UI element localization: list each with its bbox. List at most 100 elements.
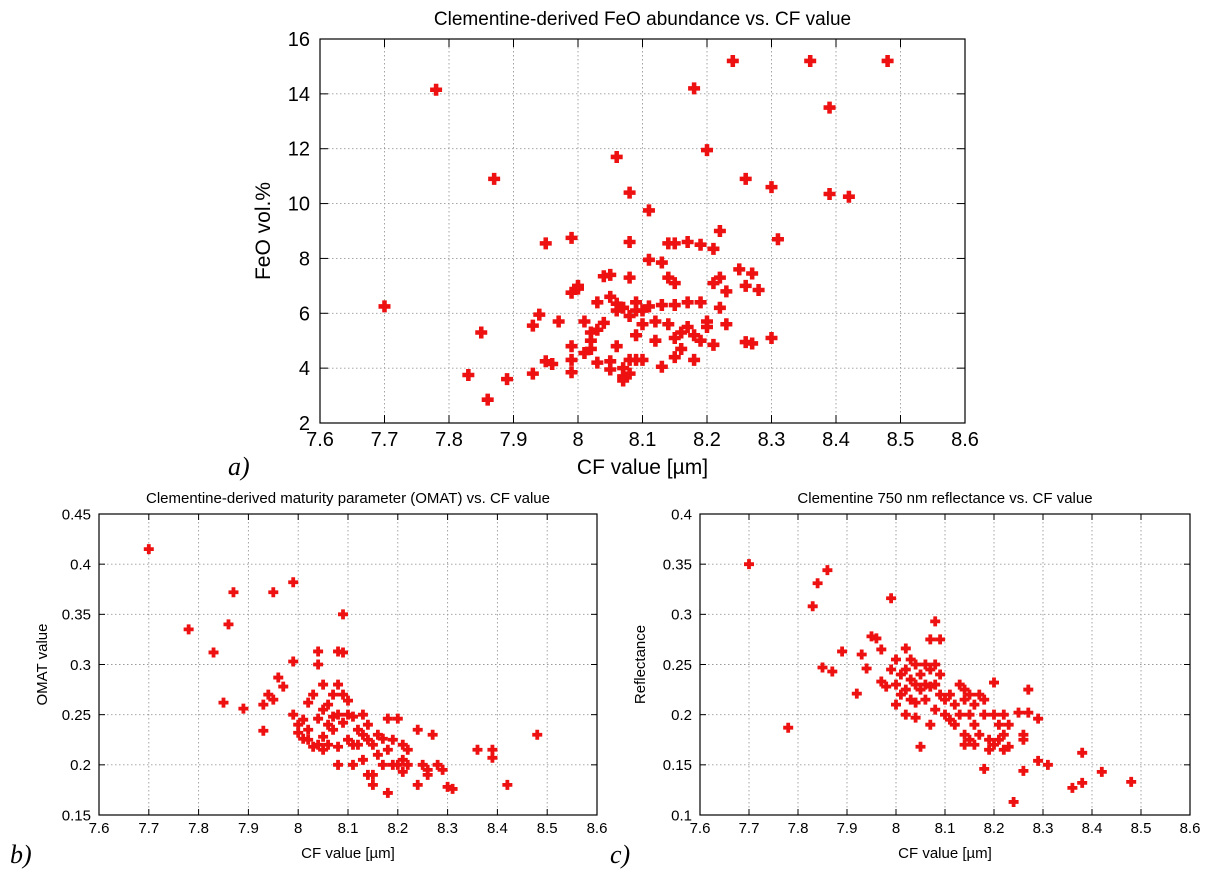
y-tick-label: 2 bbox=[299, 413, 310, 435]
x-tick-label: 7.7 bbox=[138, 820, 159, 837]
data-point bbox=[584, 326, 597, 339]
data-point bbox=[143, 544, 154, 555]
data-point bbox=[1018, 734, 1029, 745]
data-point bbox=[278, 681, 289, 692]
data-point bbox=[1077, 747, 1088, 758]
x-tick-label: 8.4 bbox=[822, 429, 850, 451]
data-point bbox=[1033, 713, 1044, 724]
data-point bbox=[293, 727, 304, 738]
data-point bbox=[357, 729, 368, 740]
data-point bbox=[422, 769, 433, 780]
data-point bbox=[526, 319, 539, 332]
data-point bbox=[694, 238, 707, 251]
data-point bbox=[263, 689, 274, 700]
data-point bbox=[288, 656, 299, 667]
data-point bbox=[338, 717, 349, 728]
x-tick-label: 8.4 bbox=[487, 820, 508, 837]
data-point bbox=[675, 326, 688, 339]
data-point bbox=[920, 694, 931, 705]
data-point bbox=[940, 709, 950, 720]
data-point bbox=[313, 646, 324, 657]
x-tick-label: 7.7 bbox=[739, 820, 760, 837]
data-point bbox=[984, 744, 995, 755]
data-point bbox=[308, 741, 319, 752]
data-point bbox=[668, 299, 681, 312]
data-point bbox=[915, 741, 926, 752]
y-tick-label: 0.2 bbox=[70, 757, 91, 774]
data-point bbox=[293, 719, 304, 730]
x-tick-label: 7.8 bbox=[788, 820, 809, 837]
data-point bbox=[604, 355, 617, 368]
data-point bbox=[989, 709, 999, 720]
data-point bbox=[432, 759, 443, 770]
data-point bbox=[1033, 755, 1044, 766]
data-point bbox=[1023, 684, 1034, 695]
data-point bbox=[925, 681, 936, 692]
data-point bbox=[630, 296, 643, 309]
data-point bbox=[900, 664, 911, 675]
y-tick-label: 0.25 bbox=[663, 657, 692, 674]
data-point bbox=[362, 719, 373, 730]
data-point bbox=[807, 601, 818, 612]
data-point bbox=[565, 353, 578, 366]
data-point bbox=[352, 739, 363, 750]
x-tick-label: 8.2 bbox=[387, 820, 408, 837]
data-point bbox=[662, 237, 675, 250]
data-point bbox=[591, 323, 604, 336]
panel-label-c: c) bbox=[610, 840, 631, 869]
data-point bbox=[412, 779, 423, 790]
data-point bbox=[402, 744, 413, 755]
x-tick-label: 8.1 bbox=[629, 429, 657, 451]
data-point bbox=[655, 360, 668, 373]
x-tick-label: 8.2 bbox=[693, 429, 721, 451]
data-point bbox=[746, 337, 759, 350]
data-point bbox=[984, 734, 995, 745]
data-point bbox=[1023, 707, 1034, 718]
data-point bbox=[930, 679, 941, 690]
data-point bbox=[935, 689, 946, 700]
x-tick-label: 8.6 bbox=[587, 820, 608, 837]
data-point bbox=[268, 587, 279, 598]
data-point bbox=[502, 779, 513, 790]
data-point bbox=[969, 739, 980, 750]
data-point bbox=[343, 695, 353, 706]
x-tick-label: 7.8 bbox=[435, 429, 463, 451]
data-point bbox=[313, 659, 324, 670]
data-point bbox=[572, 279, 584, 292]
data-point bbox=[655, 256, 668, 269]
data-point bbox=[733, 263, 746, 276]
data-point bbox=[323, 719, 334, 730]
x-tick-label: 7.9 bbox=[837, 820, 858, 837]
data-point bbox=[533, 308, 546, 321]
data-point bbox=[876, 676, 887, 687]
data-point bbox=[649, 315, 662, 328]
data-point bbox=[382, 787, 393, 798]
data-point bbox=[462, 369, 475, 381]
data-point bbox=[338, 609, 349, 620]
data-point bbox=[681, 235, 694, 248]
x-axis-label: CF value [µm] bbox=[577, 456, 708, 479]
data-point bbox=[925, 719, 936, 730]
data-point bbox=[623, 235, 636, 248]
data-point bbox=[910, 659, 921, 670]
chart-panel-0: 7.6 7.7 7.8 7.9 8 8.1 8.2 8.3 8.4 8.5 8.6 2 4 6 8 10 12 1… bbox=[252, 9, 979, 479]
data-point bbox=[183, 624, 194, 635]
data-point bbox=[288, 577, 299, 588]
data-point bbox=[378, 300, 391, 313]
data-point bbox=[630, 304, 643, 317]
data-point bbox=[347, 711, 358, 722]
data-point bbox=[771, 233, 784, 246]
data-point bbox=[817, 662, 828, 673]
data-point bbox=[623, 271, 636, 284]
data-point bbox=[343, 734, 353, 745]
data-point bbox=[974, 729, 985, 740]
data-point bbox=[959, 729, 970, 740]
data-point bbox=[623, 353, 636, 366]
panel-label-a: a) bbox=[228, 452, 250, 481]
data-point bbox=[989, 677, 999, 688]
x-tick-label: 8 bbox=[572, 429, 583, 451]
x-tick-label: 8.2 bbox=[984, 820, 1005, 837]
data-point bbox=[584, 334, 597, 347]
data-point bbox=[989, 739, 999, 750]
data-point bbox=[343, 709, 353, 720]
